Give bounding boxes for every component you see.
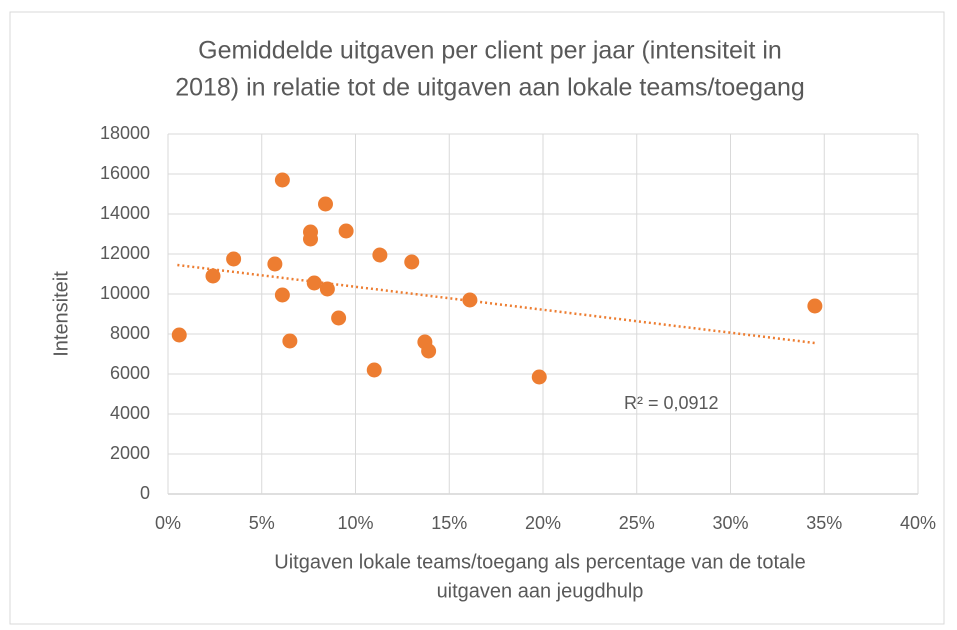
x-tick-label: 40%	[900, 513, 936, 533]
y-tick-label: 10000	[100, 283, 150, 303]
y-tick-label: 16000	[100, 163, 150, 183]
y-tick-label: 0	[140, 483, 150, 503]
data-point	[303, 231, 318, 247]
y-tick-label: 8000	[110, 323, 150, 343]
data-point	[171, 327, 187, 343]
data-point	[319, 281, 335, 297]
y-tick-label: 2000	[110, 443, 150, 463]
y-axis-label: Intensiteit	[50, 271, 72, 357]
chart-title: Gemiddelde uitgaven per client per jaar …	[198, 37, 782, 65]
data-point	[274, 172, 290, 188]
data-point	[404, 254, 420, 270]
x-tick-label: 20%	[525, 513, 561, 533]
data-point	[338, 223, 354, 239]
y-tick-label: 18000	[100, 123, 150, 143]
data-point	[318, 196, 333, 212]
data-point	[282, 333, 298, 349]
x-tick-label: 15%	[431, 513, 467, 533]
trendline	[177, 263, 816, 345]
r-squared-annotation: R² = 0,0912	[624, 393, 719, 413]
x-tick-label: 25%	[619, 513, 655, 533]
data-point	[462, 292, 478, 308]
y-tick-label: 12000	[100, 243, 150, 263]
y-tick-label: 4000	[110, 403, 150, 423]
data-point	[205, 268, 221, 284]
chart-frame	[9, 11, 945, 625]
x-tick-label: 35%	[806, 513, 842, 533]
data-point	[267, 256, 283, 272]
x-tick-label: 5%	[249, 513, 275, 533]
data-point	[226, 251, 242, 267]
x-tick-label: 10%	[337, 513, 373, 533]
data-point	[421, 343, 437, 359]
data-point	[807, 298, 823, 314]
x-tick-label: 30%	[712, 513, 748, 533]
data-point	[531, 369, 547, 385]
y-tick-label: 14000	[100, 203, 150, 223]
data-point	[306, 275, 322, 291]
data-point	[274, 287, 290, 303]
x-tick-label: 0%	[155, 513, 181, 533]
x-axis-label: uitgaven aan jeugdhulp	[437, 580, 644, 602]
data-point	[331, 310, 347, 326]
data-point	[366, 362, 382, 378]
chart-title: 2018) in relatie tot de uitgaven aan lok…	[175, 74, 805, 102]
y-tick-label: 6000	[110, 363, 150, 383]
data-point	[372, 247, 388, 263]
x-axis-label: Uitgaven lokale teams/toegang als percen…	[274, 551, 805, 573]
